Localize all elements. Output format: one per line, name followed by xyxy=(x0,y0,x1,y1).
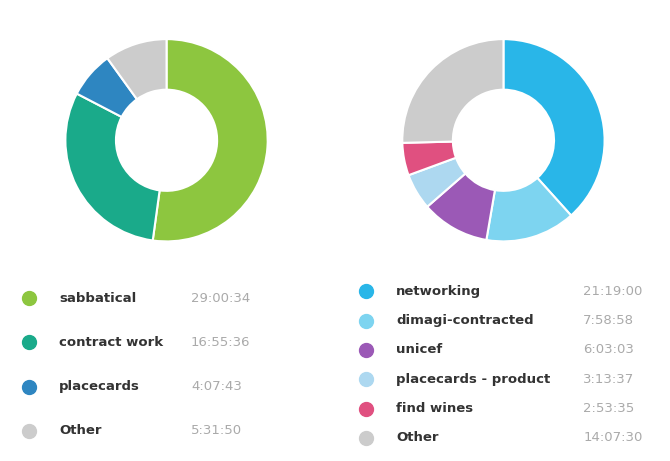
Text: unicef: unicef xyxy=(396,343,442,356)
Wedge shape xyxy=(153,39,268,242)
Text: dimagi-contracted: dimagi-contracted xyxy=(396,314,534,327)
Text: placecards: placecards xyxy=(60,380,140,393)
Wedge shape xyxy=(403,142,456,175)
Text: networking: networking xyxy=(396,285,481,298)
Text: 3:13:37: 3:13:37 xyxy=(583,373,634,386)
Text: contract work: contract work xyxy=(60,336,163,349)
Text: 16:55:36: 16:55:36 xyxy=(191,336,251,349)
Text: find wines: find wines xyxy=(396,402,474,415)
Text: placecards - product: placecards - product xyxy=(396,373,551,386)
Wedge shape xyxy=(486,178,571,242)
Wedge shape xyxy=(107,39,167,99)
Wedge shape xyxy=(77,58,137,117)
Text: Other: Other xyxy=(60,425,102,437)
Text: 29:00:34: 29:00:34 xyxy=(191,292,251,305)
Text: 6:03:03: 6:03:03 xyxy=(583,343,634,356)
Wedge shape xyxy=(409,158,466,207)
Wedge shape xyxy=(503,39,604,215)
Text: 2:53:35: 2:53:35 xyxy=(583,402,634,415)
Wedge shape xyxy=(427,173,495,240)
Text: sabbatical: sabbatical xyxy=(60,292,137,305)
Wedge shape xyxy=(402,39,503,143)
Text: Other: Other xyxy=(396,431,439,444)
Text: 21:19:00: 21:19:00 xyxy=(583,285,643,298)
Text: 14:07:30: 14:07:30 xyxy=(583,431,643,444)
Text: 7:58:58: 7:58:58 xyxy=(583,314,634,327)
Text: 4:07:43: 4:07:43 xyxy=(191,380,242,393)
Wedge shape xyxy=(66,94,159,241)
Text: 5:31:50: 5:31:50 xyxy=(191,425,242,437)
